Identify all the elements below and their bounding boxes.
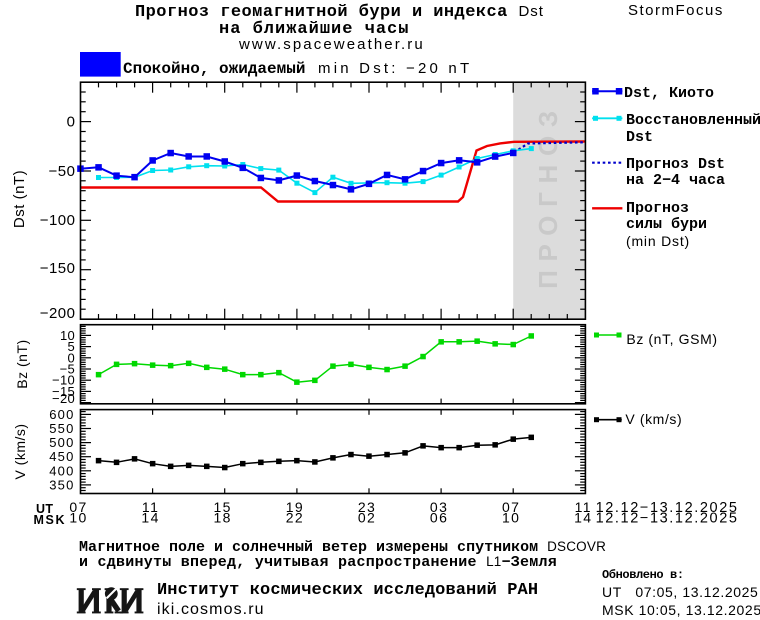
svg-text:03: 03 xyxy=(430,499,448,515)
svg-text:23: 23 xyxy=(358,499,376,515)
svg-text:18: 18 xyxy=(214,510,232,526)
svg-text:14: 14 xyxy=(574,510,592,526)
svg-text:11: 11 xyxy=(575,499,592,515)
svg-text:14: 14 xyxy=(141,510,159,526)
svg-text:ПРОГНОЗ: ПРОГНОЗ xyxy=(533,102,563,289)
svg-text:07: 07 xyxy=(69,499,87,515)
svg-text:−50: −50 xyxy=(49,163,76,180)
svg-text:06: 06 xyxy=(430,510,448,526)
svg-text:550: 550 xyxy=(49,421,74,436)
svg-text:02: 02 xyxy=(358,510,376,526)
svg-text:−10: −10 xyxy=(52,373,75,388)
svg-text:19: 19 xyxy=(286,499,304,515)
svg-text:Dst (nT): Dst (nT) xyxy=(11,170,28,228)
svg-text:22: 22 xyxy=(286,510,304,526)
svg-text:12.12−13.12.2025: 12.12−13.12.2025 xyxy=(596,500,739,516)
svg-text:10: 10 xyxy=(69,510,87,526)
svg-text:12.12−13.12.2025: 12.12−13.12.2025 xyxy=(596,511,739,527)
svg-text:−150: −150 xyxy=(40,260,76,277)
svg-text:Bz (nT): Bz (nT) xyxy=(14,339,30,388)
svg-text:5: 5 xyxy=(67,339,75,354)
svg-text:−15: −15 xyxy=(52,384,75,399)
svg-text:−100: −100 xyxy=(40,212,76,229)
svg-text:400: 400 xyxy=(49,463,74,478)
svg-text:−200: −200 xyxy=(40,305,76,322)
svg-text:0: 0 xyxy=(67,350,75,365)
svg-text:V (km/s): V (km/s) xyxy=(12,423,28,479)
svg-text:07: 07 xyxy=(502,499,520,515)
svg-text:0: 0 xyxy=(67,114,76,131)
svg-text:−5: −5 xyxy=(60,362,75,377)
svg-text:350: 350 xyxy=(49,477,74,492)
svg-text:−20: −20 xyxy=(52,391,75,406)
svg-text:10: 10 xyxy=(60,328,75,343)
svg-text:15: 15 xyxy=(214,499,232,515)
svg-text:450: 450 xyxy=(49,449,74,464)
svg-text:10: 10 xyxy=(502,510,520,526)
svg-text:11: 11 xyxy=(142,499,159,515)
svg-text:600: 600 xyxy=(49,407,74,422)
svg-text:500: 500 xyxy=(49,435,74,450)
